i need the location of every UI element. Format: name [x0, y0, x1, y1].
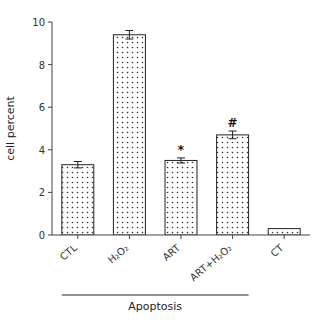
chart-svg: * #0 2 4 6 8 10 CTL H₂O₂ ARTART+H₂O₂ CT cell percen… — [0, 0, 320, 320]
y-tick-label: 0 — [39, 230, 45, 241]
y-tick — [48, 22, 52, 23]
y-tick-label: 8 — [39, 60, 45, 71]
bar — [268, 229, 300, 235]
x-tick — [181, 235, 182, 239]
error-bar-cap — [74, 167, 82, 168]
y-tick-label: 2 — [39, 187, 45, 198]
x-tick — [77, 235, 78, 239]
error-bar-cap — [125, 39, 133, 40]
x-tick — [129, 235, 130, 239]
y-tick-label: 4 — [39, 145, 45, 156]
bar — [113, 35, 145, 235]
annotation: * — [178, 143, 185, 157]
x-tick — [284, 235, 285, 239]
error-bar-cap — [74, 161, 82, 162]
y-tick — [48, 235, 52, 236]
error-bar-cap — [229, 131, 237, 132]
x-tick-label: ART — [161, 242, 183, 263]
error-bar-stem — [77, 162, 78, 168]
x-tick-label: CTL — [58, 242, 80, 263]
error-bar — [125, 31, 133, 40]
y-axis-line — [52, 22, 53, 235]
bar — [217, 135, 249, 235]
error-bar — [229, 131, 237, 139]
error-bar-cap — [125, 30, 133, 31]
bars — [62, 31, 300, 235]
bar — [165, 160, 197, 235]
error-bar-cap — [229, 138, 237, 139]
error-bar — [74, 162, 82, 168]
x-tick-label: CT — [268, 242, 286, 259]
annotation: # — [228, 116, 238, 130]
error-bar-stem — [232, 131, 233, 139]
y-tick — [48, 192, 52, 193]
y-tick — [48, 107, 52, 108]
x-tick-label: H₂O₂ — [106, 242, 131, 265]
y-tick — [48, 149, 52, 150]
y-tick — [48, 64, 52, 65]
chart-container: * #0 2 4 6 8 10 CTL H₂O₂ ARTART+H₂O₂ CT cell percen… — [0, 0, 320, 320]
y-axis-label: cell percent — [4, 96, 17, 161]
error-bar-stem — [181, 158, 182, 163]
error-bar-cap — [177, 157, 185, 158]
error-bar — [177, 158, 185, 163]
error-bar-stem — [129, 31, 130, 40]
bar — [62, 165, 94, 235]
x-tick-label: ART+H₂O₂ — [188, 242, 234, 283]
y-tick-label: 10 — [32, 17, 45, 28]
error-bar-cap — [177, 163, 185, 164]
group-bracket — [62, 295, 249, 296]
x-axis-label: Apoptosis — [128, 300, 182, 313]
x-tick — [232, 235, 233, 239]
y-tick-label: 6 — [39, 102, 45, 113]
